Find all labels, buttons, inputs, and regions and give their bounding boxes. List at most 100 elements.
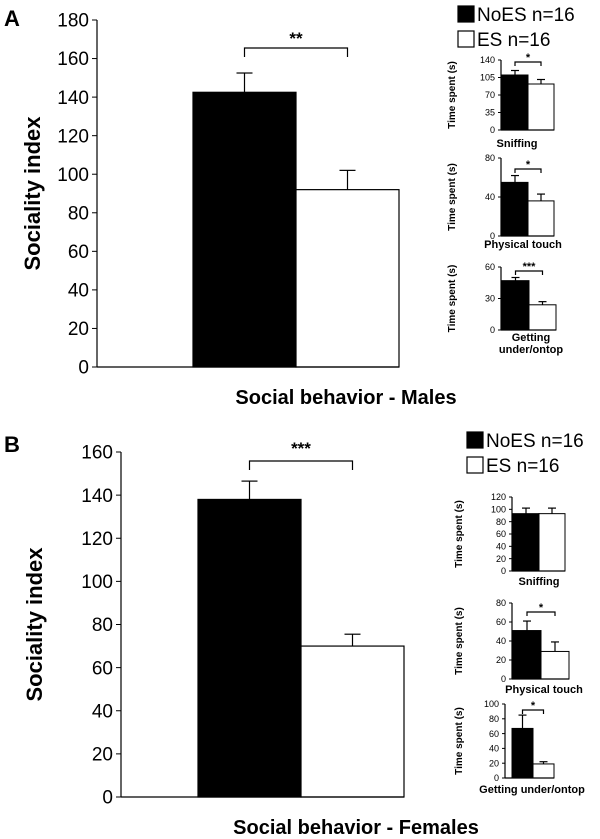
panel-a-inset-3-x-axis-label: Getting	[512, 332, 551, 344]
panel-b-inset-3-y-axis-label: Time spent (s)	[454, 707, 465, 775]
panel-a-inset-1-significance-label: *	[526, 52, 531, 64]
panel-b-inset-2-x-axis-label: Physical touch	[505, 684, 583, 696]
legend-label-es: ES n=16	[486, 456, 559, 477]
panel-a-inset-1-chart: 0 35 70 105 140 Time spent (s) Sniffing *	[447, 52, 555, 150]
panel-b-inset-3-bar-noes	[511, 727, 534, 779]
panel-a-inset-1-y-tick-label: 140	[480, 55, 495, 65]
panel-a-inset-1-significance-bracket	[514, 61, 542, 66]
legend-label-noes: NoES n=16	[477, 5, 575, 26]
panel-b-main-significance-label: ***	[291, 439, 311, 458]
legend-swatch-noes	[466, 431, 484, 449]
panel-b-legend: NoES n=16 ES n=16	[466, 431, 584, 477]
panel-b-inset-1-bar-es	[538, 513, 566, 572]
panel-a-main-significance-label: **	[289, 29, 303, 48]
panel-a-main-y-tick-label: 80	[68, 203, 89, 224]
panel-b-main-y-tick-label: 100	[81, 572, 113, 593]
panel-b-inset-3-bar-es	[532, 763, 555, 779]
panel-a-main-chart: 0 20 40 60 80 100 120 140 160 180 Sociality index S…	[20, 11, 457, 409]
panel-b-inset-3-y-tick-label: 40	[489, 744, 499, 754]
legend-swatch-noes	[457, 5, 475, 23]
panel-b-inset-2-y-tick-label: 20	[496, 655, 506, 665]
panel-a-inset-3-bar-es	[528, 304, 557, 331]
panel-a-inset-1-bar-noes	[501, 74, 529, 131]
panel-b-inset-2-y-tick-label: 60	[496, 617, 506, 627]
panel-b-inset-2-y-axis-label: Time spent (s)	[454, 607, 465, 675]
panel-a-main-y-tick-label: 0	[78, 358, 89, 379]
panel-b-inset-1-bar-noes	[512, 513, 540, 572]
panel-b-main-y-tick-label: 0	[102, 788, 113, 809]
legend-swatch-es	[466, 456, 484, 474]
panel-a-inset-2-significance-bracket	[514, 168, 542, 173]
panel-b-inset-2-y-tick-label: 0	[501, 674, 506, 684]
panel-b-inset-3-chart: 0 20 40 60 80 100 Time spent (s) Getting under/…	[454, 699, 585, 796]
panel-a-inset-2-bar-es	[527, 200, 555, 237]
panel-b-inset-1-chart: 0 20 40 60 80 100 120 Time spent (s) Sniffing	[454, 492, 566, 588]
panel-b-main-y-axis-label: Sociality index	[22, 547, 47, 702]
legend-swatch-es	[457, 30, 475, 48]
panel-b-inset-1-y-tick-label: 100	[491, 504, 506, 514]
panel-b-inset-1-y-tick-label: 40	[496, 541, 506, 551]
panel-a-inset-3-y-tick-label: 60	[485, 262, 495, 272]
panel-a-main-x-axis-label: Social behavior - Males	[235, 387, 456, 409]
panel-b-inset-1-y-tick-label: 20	[496, 554, 506, 564]
legend-label-noes: NoES n=16	[486, 431, 584, 452]
legend-label-es: ES n=16	[477, 30, 550, 51]
panel-a-inset-2-y-tick-label: 0	[490, 231, 495, 241]
panel-a-main-y-tick-label: 100	[57, 165, 89, 186]
panel-b-main-y-tick-label: 140	[81, 486, 113, 507]
panel-a-inset-3-x-axis-label: under/ontop	[499, 344, 563, 356]
panel-a-main-y-tick-label: 40	[68, 281, 89, 302]
panel-a-legend: NoES n=16 ES n=16	[457, 5, 575, 51]
panel-a-inset-2-bar-noes	[501, 181, 529, 237]
panel-b-inset-1-y-tick-label: 80	[496, 517, 506, 527]
panel-a-inset-2-y-tick-label: 40	[485, 192, 495, 202]
panel-b-inset-1-y-tick-label: 0	[501, 566, 506, 576]
panel-a-main-y-axis-label: Sociality index	[20, 116, 45, 271]
panel-letter: B	[4, 432, 20, 457]
panel-b-inset-2-bar-noes	[512, 630, 542, 680]
panel-b-inset-1-x-axis-label: Sniffing	[519, 576, 560, 588]
panel-b-inset-3-y-tick-label: 0	[494, 773, 499, 783]
panel-a-inset-1-x-axis-label: Sniffing	[497, 138, 538, 150]
panel-b-main-y-tick-label: 120	[81, 529, 113, 550]
panel-b-inset-3-significance-bracket	[521, 709, 545, 714]
panel-a-inset-1-y-tick-label: 0	[490, 125, 495, 135]
panel-a-inset-2-chart: 0 40 80 Time spent (s) Physical touch *	[447, 153, 562, 251]
panel-b-inset-3-y-tick-label: 100	[484, 699, 499, 709]
panel-b-inset-1-y-axis-label: Time spent (s)	[454, 500, 465, 568]
panel-b-inset-2-y-tick-label: 40	[496, 636, 506, 646]
panel-a-main-y-tick-label: 20	[68, 319, 89, 340]
panel-a-inset-2-x-axis-label: Physical touch	[484, 239, 562, 251]
panel-a-inset-1-y-tick-label: 70	[485, 90, 495, 100]
panel-b-main-bar-noes	[197, 498, 302, 798]
panel-a-main-bar-noes	[192, 91, 297, 368]
panel-a-inset-3-bar-noes	[501, 280, 530, 331]
panel-b-inset-2-chart: 0 20 40 60 80 Time spent (s) Physical touch *	[454, 598, 583, 696]
panel-b-inset-2-bar-es	[540, 650, 570, 680]
panel-b-inset-3-y-tick-label: 20	[489, 758, 499, 768]
panel-a-inset-3-y-axis-label: Time spent (s)	[447, 265, 458, 333]
panel-b-inset-1-y-tick-label: 60	[496, 529, 506, 539]
panel-a-inset-3-significance-bracket	[514, 270, 544, 275]
panel-a-inset-1-y-tick-label: 35	[485, 108, 495, 118]
panel-a-main-significance-bracket	[243, 47, 349, 57]
panel-a-main-bar-es	[295, 189, 400, 368]
panel-a-main-y-tick-label: 180	[57, 11, 89, 32]
panel-a-main-y-tick-label: 160	[57, 49, 89, 70]
panel-b-main-y-tick-label: 20	[92, 745, 113, 766]
panel-b-main-y-tick-label: 160	[81, 443, 113, 464]
panel-letter: A	[4, 6, 20, 31]
panel-a-inset-2-significance-label: *	[526, 159, 531, 171]
panel-a-inset-2-y-axis-label: Time spent (s)	[447, 163, 458, 231]
panel-a-main-y-tick-label: 60	[68, 242, 89, 263]
panel-b-inset-2-significance-label: *	[539, 602, 544, 614]
panel-b-inset-1-y-tick-label: 120	[491, 492, 506, 502]
panel-b-main-y-tick-label: 60	[92, 658, 113, 679]
panel-b-main-chart: 0 20 40 60 80 100 120 140 160 Sociality index Soci…	[22, 439, 479, 839]
panel-a-inset-3-significance-label: ***	[523, 261, 537, 273]
panel-b-main-y-tick-label: 80	[92, 615, 113, 636]
panel-b-main-bar-es	[300, 645, 405, 798]
panel-b-inset-3-y-tick-label: 60	[489, 729, 499, 739]
